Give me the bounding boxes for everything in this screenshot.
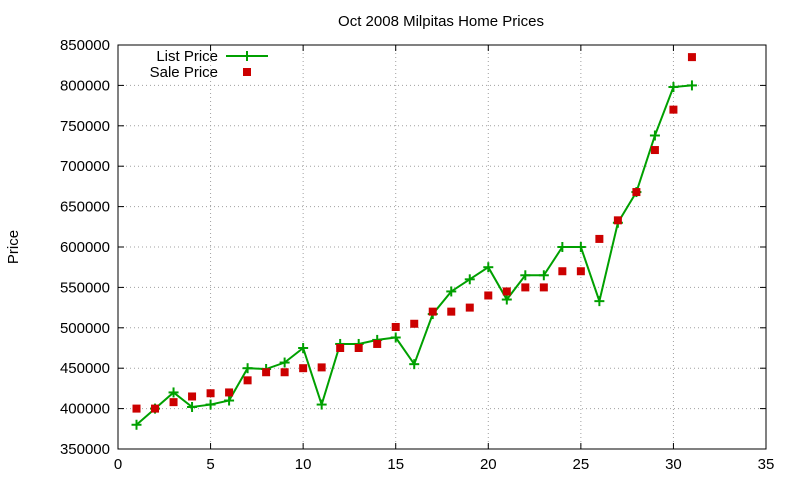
legend-swatch-list-price — [226, 51, 268, 61]
list-price-point — [686, 80, 697, 91]
sale-price-point — [687, 53, 696, 62]
sale-price-point — [447, 307, 456, 316]
sale-price-point — [262, 368, 271, 377]
y-tick-label: 800000 — [60, 77, 110, 94]
legend-square-marker — [243, 68, 251, 76]
x-tick-label: 0 — [114, 456, 122, 473]
list-price-point — [483, 262, 494, 273]
list-price-point — [298, 343, 309, 353]
list-price-point — [390, 332, 401, 343]
series — [131, 53, 697, 430]
list-price-point — [224, 395, 235, 406]
chart-title: Oct 2008 Milpitas Home Prices — [338, 13, 544, 30]
sale-price-point — [169, 398, 178, 407]
sale-price-point — [502, 287, 511, 296]
sale-price-point — [669, 105, 678, 114]
sale-price-point — [650, 146, 659, 155]
grid — [118, 45, 766, 449]
sale-price-point — [243, 376, 252, 385]
list-price-point — [446, 286, 457, 297]
list-price-point — [668, 82, 679, 93]
list-price-line — [135, 84, 693, 426]
sale-price-point — [576, 267, 585, 276]
sale-price-point — [391, 322, 400, 331]
list-price-point — [205, 399, 216, 410]
sale-price-point — [410, 319, 419, 328]
x-tick-label: 25 — [573, 456, 590, 473]
x-tick-label: 35 — [758, 456, 775, 473]
y-tick-label: 650000 — [60, 199, 110, 216]
legend-entry-sale-price: Sale Price — [150, 64, 218, 81]
list-price-point — [187, 401, 198, 412]
sale-price-point — [280, 368, 289, 377]
x-tick-label: 5 — [206, 456, 214, 473]
legend: List Price Sale Price — [150, 48, 268, 81]
y-tick-label: 600000 — [60, 239, 110, 256]
y-tick-label: 400000 — [60, 401, 110, 418]
list-price-point — [594, 296, 605, 307]
sale-price-point — [484, 291, 493, 300]
y-tick-label: 350000 — [60, 441, 110, 458]
sale-price-point — [613, 216, 622, 225]
sale-price-point — [336, 344, 345, 352]
sale-price-point — [428, 307, 437, 316]
list-price-point — [538, 270, 549, 281]
list-price-point — [649, 130, 660, 141]
legend-swatch-sale-price — [243, 68, 251, 76]
x-tick-label: 10 — [295, 456, 312, 473]
x-tick-label: 20 — [480, 456, 497, 473]
sale-price-point — [373, 339, 382, 348]
y-tick-label: 450000 — [60, 360, 110, 377]
sale-price-point — [595, 234, 604, 243]
y-tick-label: 750000 — [60, 118, 110, 135]
sale-price-point — [354, 344, 363, 352]
list-price-point — [131, 419, 142, 430]
sale-price-point — [188, 392, 197, 401]
list-price-point — [501, 294, 512, 305]
list-price-point — [242, 363, 253, 374]
sale-price-point — [317, 363, 326, 372]
list-price-point — [409, 359, 420, 370]
list-price-point — [464, 274, 475, 285]
list-price-point — [520, 270, 531, 281]
list-price-point — [279, 357, 290, 368]
list-price-point — [575, 242, 586, 252]
sale-price-point — [558, 267, 567, 276]
list-price-point — [168, 387, 179, 398]
list-price-point — [316, 399, 327, 410]
sale-price-point — [299, 364, 308, 373]
y-tick-label: 500000 — [60, 320, 110, 337]
list-price-point — [557, 242, 568, 252]
legend-plus-marker — [242, 51, 252, 61]
sale-price-point — [539, 283, 548, 292]
y-tick-label: 700000 — [60, 158, 110, 175]
x-tick-label: 15 — [387, 456, 404, 473]
sale-price-point — [225, 388, 234, 397]
y-tick-label: 850000 — [60, 37, 110, 54]
sale-price-point — [465, 303, 474, 312]
sale-price-point — [151, 404, 160, 413]
y-tick-label: 550000 — [60, 279, 110, 296]
sale-price-point — [521, 283, 530, 292]
x-tick-label: 30 — [665, 456, 682, 473]
y-axis-label: Price — [5, 230, 22, 264]
sale-price-point — [206, 389, 215, 398]
sale-price-point — [632, 188, 641, 197]
axis-ticks: 0 5 10 15 20 25 30 35 350000 400000 450000 500000 55… — [60, 37, 774, 473]
sale-price-point — [132, 404, 141, 413]
legend-entry-list-price: List Price — [156, 48, 218, 65]
